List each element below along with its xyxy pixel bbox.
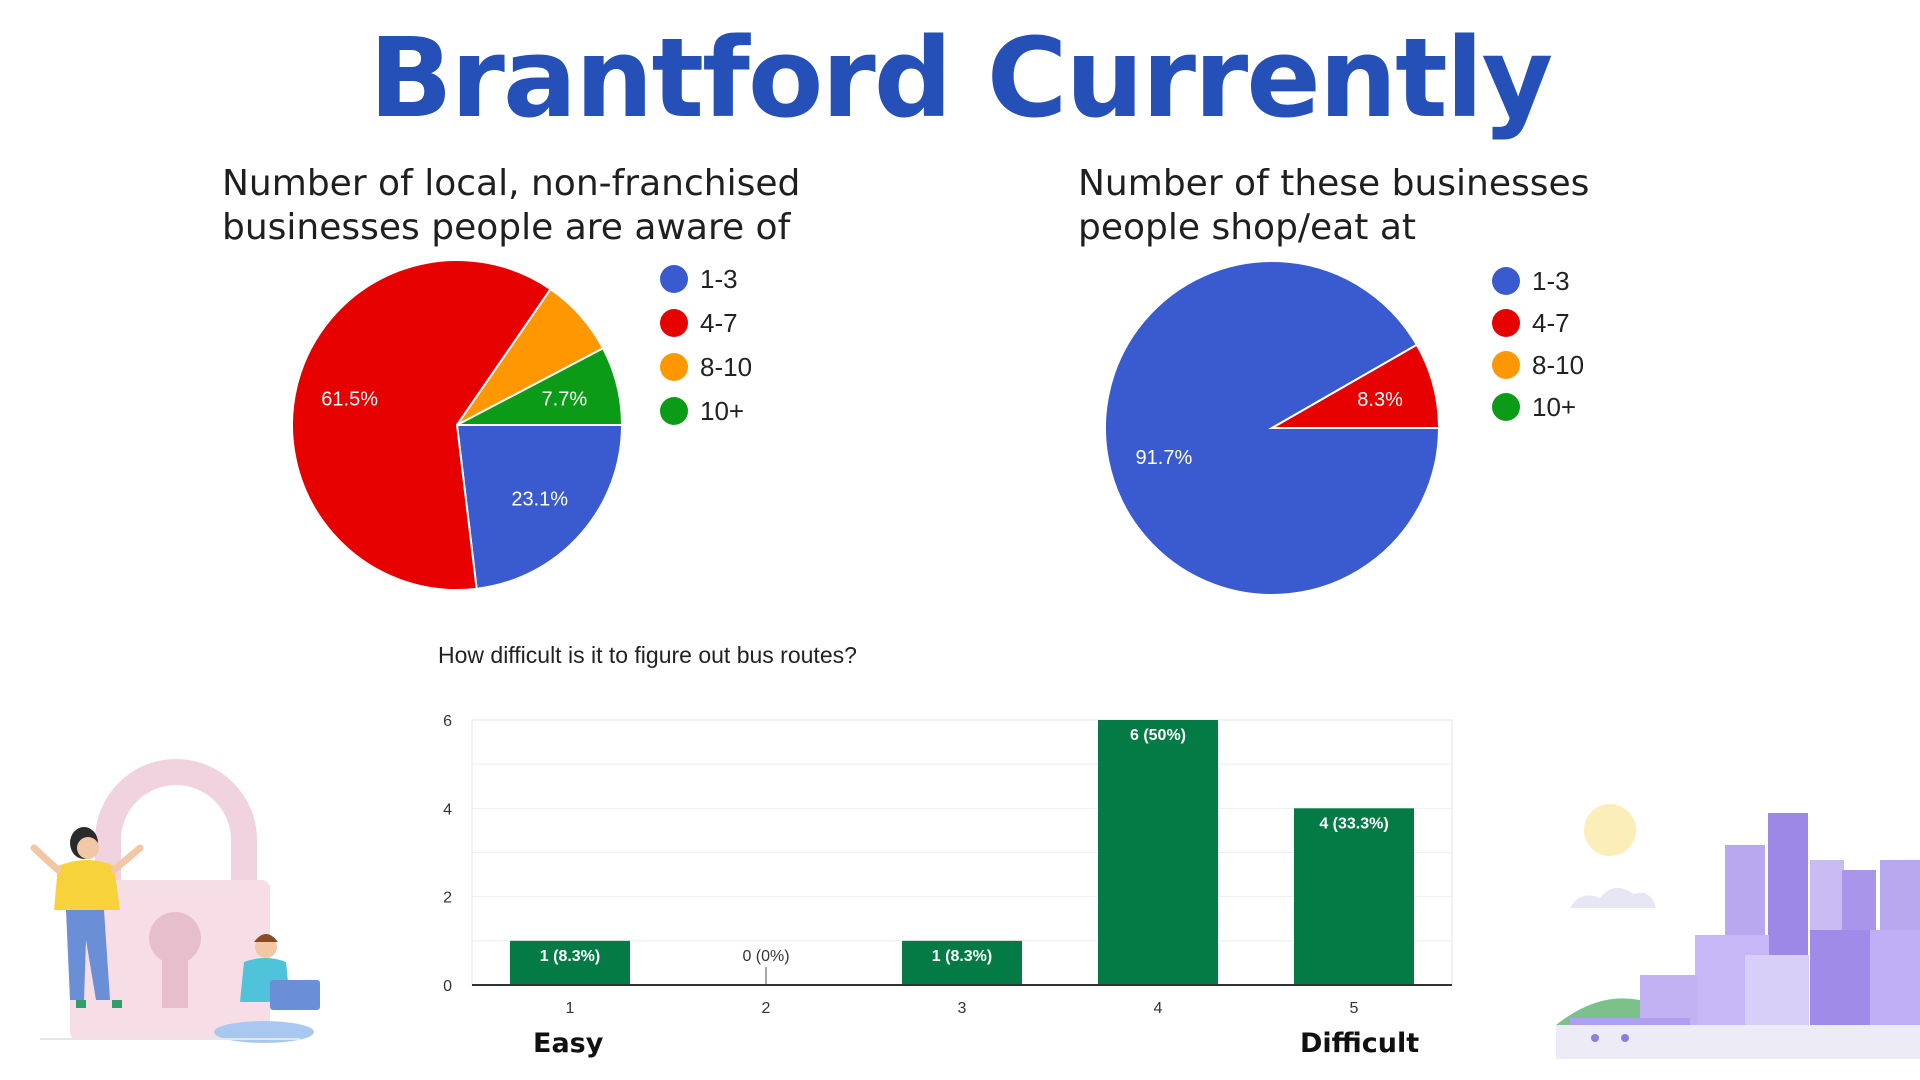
pie1-slice-10+ [456,346,624,426]
pie-chart-2-title: Number of these businesses people shop/e… [1078,163,1590,248]
x-tick-label: 1 [566,1000,575,1017]
pie1-legend-label-4-7: 4-7 [700,308,738,338]
axis-end-label-difficult: Difficult [1300,1028,1420,1059]
x-tick-label: 5 [1350,1000,1359,1017]
pie2-legend-label-1-3: 1-3 [1532,266,1570,296]
bar-chart-bus-routes: 0 2 4 6 1 (8.3%) 1 0 (0%) 2 1 (8.3%) 3 6 (50%) 4 4 (… [443,713,1453,1017]
pie-chart-shopping-legend: 1-3 4-7 8-10 10+ [1492,266,1584,422]
bar-1 [510,940,630,985]
pie2-slice-4-7 [1268,343,1441,429]
bar-data-label-4: 6 (50%) [1130,727,1186,744]
bar-5 [1294,808,1414,985]
pie1-legend-label-8-10: 8-10 [700,352,752,382]
pie-chart-awareness: 23.1% 61.5% 7.7% [291,259,624,591]
x-tick-label: 3 [958,1000,967,1017]
pie1-slice-4-7 [291,259,552,591]
city-skyline-illustration [1556,804,1920,1059]
pie2-legend-label-10+: 10+ [1532,392,1576,422]
x-tick-label: 4 [1154,1000,1163,1017]
x-tick-label: 2 [762,1000,771,1017]
pie-chart-awareness-legend: 1-3 4-7 8-10 10+ [660,264,752,426]
pie1-slice-1-3 [455,424,624,590]
pie2-slice-label-4-7: 8.3% [1357,389,1403,411]
pie1-legend-swatch-10+ [660,397,688,425]
pie2-legend-label-8-10: 8-10 [1532,350,1584,380]
bar-3 [902,940,1022,985]
pie1-legend-label-10+: 10+ [700,396,744,426]
pie2-legend-swatch-1-3 [1492,267,1520,295]
y-tick-label: 2 [443,890,452,907]
y-tick-label: 4 [443,801,452,818]
pie1-slice-label-10+: 7.7% [542,389,588,411]
bar-data-label-2: 0 (0%) [742,948,789,965]
pie1-legend-swatch-8-10 [660,353,688,381]
pie1-legend-swatch-4-7 [660,309,688,337]
pie2-legend-swatch-4-7 [1492,309,1520,337]
axis-end-label-easy: Easy [533,1028,604,1059]
bar-data-label-5: 4 (33.3%) [1319,815,1388,832]
pie2-legend-swatch-10+ [1492,393,1520,421]
bar-data-label-1: 1 (8.3%) [540,948,600,965]
pie-chart-shopping: 91.7% 8.3% [1104,260,1441,596]
y-tick-label: 0 [443,978,452,995]
y-tick-label: 6 [443,713,452,730]
pie2-legend-label-4-7: 4-7 [1532,308,1570,338]
bar-data-label-3: 1 (8.3%) [932,948,992,965]
pie2-legend-swatch-8-10 [1492,351,1520,379]
pie2-slice-label-1-3: 91.7% [1136,447,1193,469]
pie1-slice-label-4-7: 61.5% [321,389,378,411]
pie1-slice-label-1-3: 23.1% [511,488,568,510]
pie1-legend-label-1-3: 1-3 [700,264,738,294]
pie-chart-1-title: Number of local, non-franchised business… [222,163,801,248]
bar-4 [1098,720,1218,985]
lock-people-illustration [30,759,320,1043]
pie1-legend-swatch-1-3 [660,265,688,293]
page-title: Brantford Currently [368,14,1553,142]
bar-chart-title: How difficult is it to figure out bus ro… [438,642,857,668]
